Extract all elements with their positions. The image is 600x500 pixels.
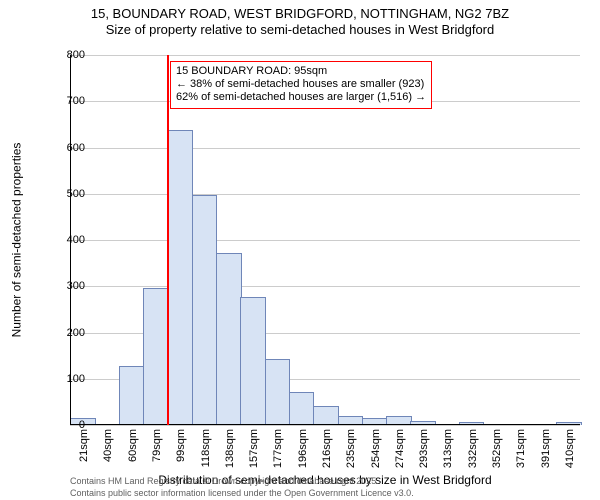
annotation-box: 15 BOUNDARY ROAD: 95sqm← 38% of semi-det…: [170, 61, 432, 109]
x-tick-label: 157sqm: [248, 429, 260, 468]
annotation-line: 15 BOUNDARY ROAD: 95sqm: [176, 65, 426, 78]
x-tick-label: 254sqm: [370, 429, 382, 468]
x-tick-label: 177sqm: [272, 429, 284, 468]
x-tick-label: 79sqm: [151, 429, 163, 462]
histogram-bar: [216, 253, 242, 425]
gridline: [70, 148, 580, 149]
x-tick-label: 293sqm: [418, 429, 430, 468]
reference-line: [167, 55, 169, 425]
x-tick-label: 332sqm: [467, 429, 479, 468]
histogram-bar: [143, 288, 169, 425]
annotation-line: 62% of semi-detached houses are larger (…: [176, 91, 426, 104]
gridline: [70, 194, 580, 195]
gridline: [70, 240, 580, 241]
histogram-bar: [192, 195, 218, 425]
x-axis: [70, 424, 580, 425]
footer-copyright-2: Contains public sector information licen…: [70, 488, 414, 498]
y-tick-label: 200: [45, 327, 85, 339]
title-line1: 15, BOUNDARY ROAD, WEST BRIDGFORD, NOTTI…: [0, 6, 600, 22]
x-tick-label: 235sqm: [345, 429, 357, 468]
histogram-plot: 15 BOUNDARY ROAD: 95sqm← 38% of semi-det…: [70, 55, 580, 425]
x-tick-label: 40sqm: [102, 429, 114, 462]
y-tick-label: 500: [45, 188, 85, 200]
footer-copyright-1: Contains HM Land Registry data © Crown c…: [70, 476, 379, 486]
x-tick-label: 118sqm: [200, 429, 212, 467]
x-tick-label: 410sqm: [564, 429, 576, 468]
x-tick-label: 21sqm: [78, 429, 90, 462]
y-tick-label: 700: [45, 95, 85, 107]
title-line2: Size of property relative to semi-detach…: [0, 22, 600, 38]
histogram-bar: [240, 297, 266, 425]
y-axis-label: Number of semi-detached properties: [6, 55, 26, 425]
x-tick-label: 138sqm: [224, 429, 236, 468]
histogram-bar: [265, 359, 291, 425]
gridline: [70, 425, 580, 426]
y-tick-label: 600: [45, 142, 85, 154]
histogram-bar: [168, 130, 194, 425]
x-tick-label: 216sqm: [321, 429, 333, 468]
x-tick-label: 313sqm: [442, 429, 454, 468]
x-tick-label: 352sqm: [491, 429, 503, 468]
x-tick-label: 274sqm: [394, 429, 406, 468]
y-tick-label: 300: [45, 280, 85, 292]
histogram-bar: [313, 406, 339, 426]
y-tick-label: 100: [45, 373, 85, 385]
gridline: [70, 55, 580, 56]
y-tick-label: 800: [45, 49, 85, 61]
y-tick-label: 400: [45, 234, 85, 246]
chart-title: 15, BOUNDARY ROAD, WEST BRIDGFORD, NOTTI…: [0, 0, 600, 39]
x-tick-label: 196sqm: [297, 429, 309, 468]
histogram-bar: [119, 366, 145, 425]
x-tick-label: 391sqm: [540, 429, 552, 468]
histogram-bar: [289, 392, 315, 425]
x-tick-label: 371sqm: [515, 429, 527, 468]
x-tick-label: 60sqm: [127, 429, 139, 462]
annotation-line: ← 38% of semi-detached houses are smalle…: [176, 78, 426, 91]
x-tick-label: 99sqm: [175, 429, 187, 462]
